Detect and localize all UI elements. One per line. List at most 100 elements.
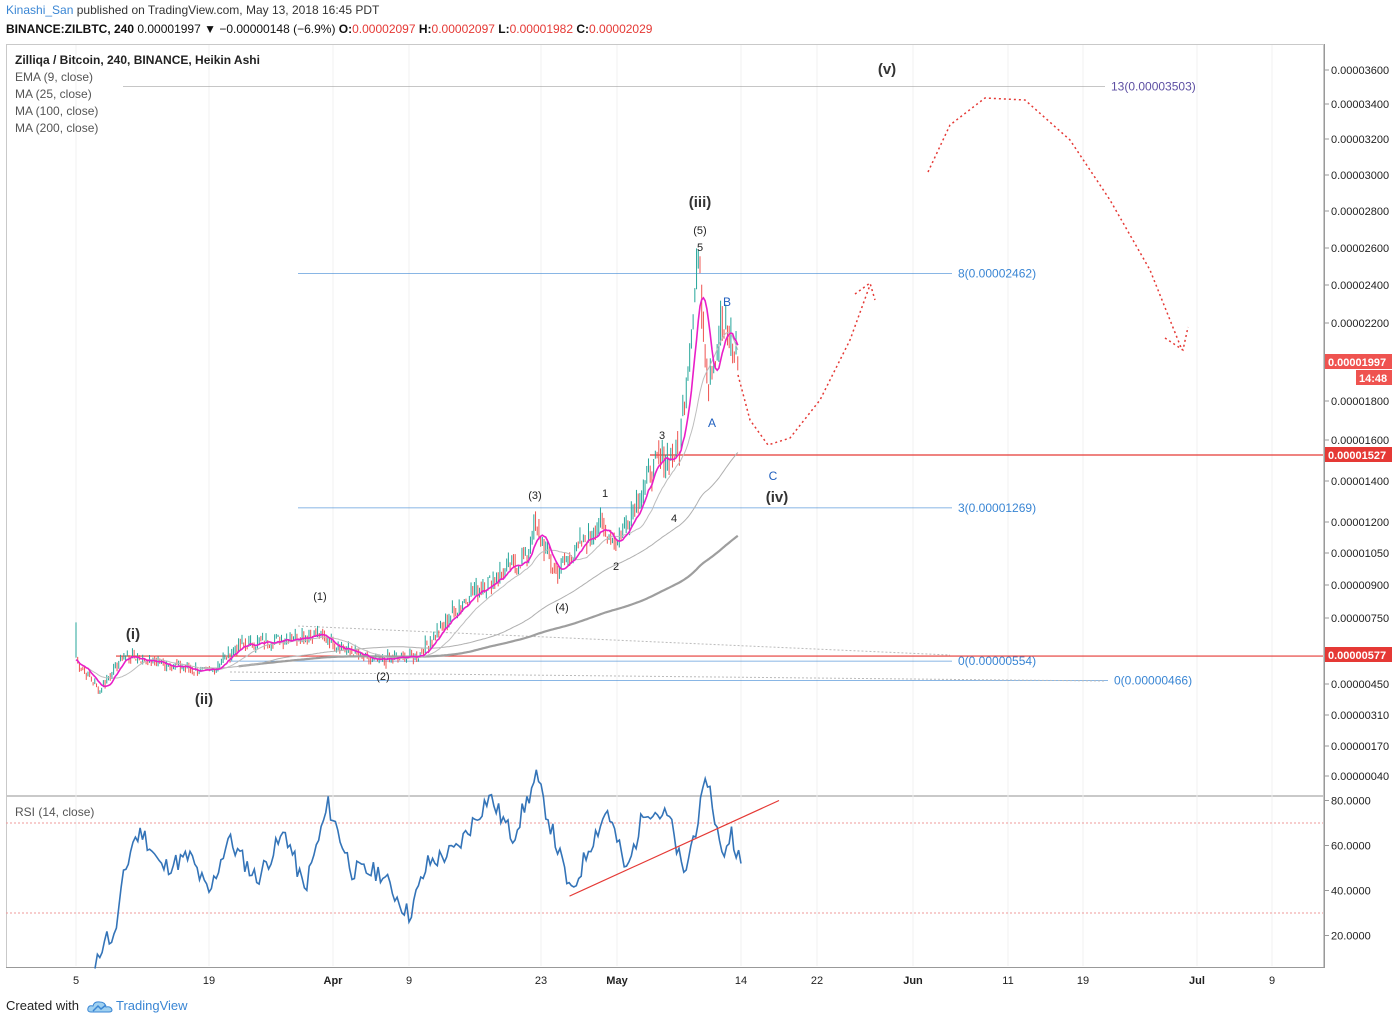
price-tick-label: 0.00001200: [1331, 517, 1389, 529]
rsi-legend[interactable]: RSI (14, close): [15, 805, 95, 819]
wave-label-C: C: [769, 469, 778, 483]
tradingview-brand[interactable]: TradingView: [116, 998, 188, 1013]
high-label: H:: [418, 22, 432, 36]
wave-label-ii: (ii): [195, 691, 213, 708]
low-value: 0.00001982: [509, 22, 574, 36]
open-label: O:: [338, 22, 353, 36]
high-value: 0.00002097: [431, 22, 495, 36]
rsi-line: [94, 769, 742, 969]
price-tick-label: 0.00001800: [1331, 396, 1389, 408]
projection-path-2: [927, 97, 1183, 351]
wave-label-v: (v): [878, 61, 896, 78]
wave-label-A: A: [708, 416, 716, 430]
footer: Created with TradingView: [6, 998, 188, 1014]
time-tick-label: 19: [1077, 975, 1089, 987]
wave-label-4: 4: [671, 513, 677, 525]
time-tick-label: 14: [735, 975, 747, 987]
wave-label-4m: (4): [555, 602, 568, 614]
fib-level-label: 13(0.00003503): [1111, 79, 1196, 93]
wave-label-3m: (3): [528, 490, 541, 502]
price-tag-time-bg: [1356, 370, 1392, 385]
rsi-tick-label: 40.0000: [1331, 886, 1371, 898]
projection-arrowhead-2: [1164, 326, 1189, 352]
price-tick-label: 0.00000170: [1331, 741, 1389, 753]
price-tick-label: 0.00003200: [1331, 134, 1389, 146]
fib-level-label: 8(0.00002462): [958, 267, 1036, 281]
symbol-header: BINANCE:ZILBTC, 240 0.00001997 ▼ −0.0000…: [6, 22, 652, 36]
fib-level-label: 0(0.00000554): [958, 654, 1036, 668]
time-tick-label: 9: [1269, 975, 1275, 987]
legend-ma200[interactable]: MA (200, close): [15, 121, 99, 135]
fib-level-label: 0(0.00000466): [1114, 673, 1192, 687]
wave-label-5m: (5): [693, 225, 706, 237]
time-tick-label: Jul: [1189, 975, 1205, 987]
author-link[interactable]: Kinashi_San: [6, 3, 74, 17]
wave-label-iii: (iii): [689, 194, 712, 211]
open-value: 0.00002097: [352, 22, 416, 36]
last-price: 0.00001997: [137, 22, 201, 36]
price-tick-label: 0.00000310: [1331, 710, 1389, 722]
tradingview-cloud-icon: [86, 1000, 113, 1013]
price-tick-label: 0.00003600: [1331, 65, 1389, 77]
price-tick-label: 0.00002600: [1331, 243, 1389, 255]
rsi-tick-label: 60.0000: [1331, 841, 1371, 853]
price-tick-label: 0.00000750: [1331, 613, 1389, 625]
close-label: C:: [576, 22, 590, 36]
created-with-text: Created with: [6, 998, 79, 1013]
price-tick-label: 0.00001050: [1331, 548, 1389, 560]
rsi-tick-label: 20.0000: [1331, 931, 1371, 943]
projection-path-1: [737, 284, 871, 446]
price-tick-label: 0.00001600: [1331, 435, 1389, 447]
wave-label-1: 1: [602, 488, 608, 500]
wave-label-5: 5: [697, 242, 703, 254]
publish-header: Kinashi_San published on TradingView.com…: [6, 3, 379, 17]
time-tick-label: 22: [811, 975, 823, 987]
price-tick-label: 0.00000900: [1331, 580, 1389, 592]
price-tick-label: 0.00002400: [1331, 280, 1389, 292]
legend-ma25[interactable]: MA (25, close): [15, 87, 92, 101]
time-axis-line: [6, 967, 1324, 968]
price-tick-label: 0.00000040: [1331, 771, 1389, 783]
time-tick-label: 23: [535, 975, 547, 987]
price-tick-label: 0.00000450: [1331, 679, 1389, 691]
fib-level-label: 3(0.00001269): [958, 501, 1036, 515]
rsi-tick-label: 80.0000: [1331, 796, 1371, 808]
wave-label-2m: (2): [376, 671, 389, 683]
channel-upper-dotted: [297, 625, 951, 656]
price-tag-label: 0.00001997: [1328, 357, 1386, 369]
price-tick-label: 0.00002800: [1331, 206, 1389, 218]
price-tag-label: 0.00001527: [1328, 450, 1386, 462]
legend-ma100[interactable]: MA (100, close): [15, 104, 99, 118]
legend-title: Zilliqa / Bitcoin, 240, BINANCE, Heikin …: [15, 53, 260, 67]
price-tick-label: 0.00002200: [1331, 318, 1389, 330]
time-tick-label: 5: [73, 975, 79, 987]
down-arrow-icon: ▼: [204, 22, 216, 36]
wave-label-B: B: [723, 295, 731, 309]
projection-arrowhead-1: [854, 281, 876, 301]
chart-legend: Zilliqa / Bitcoin, 240, BINANCE, Heikin …: [15, 52, 260, 137]
time-tick-label: Jun: [903, 975, 923, 987]
wave-label-3: 3: [659, 430, 665, 442]
price-tag-time: 14:48: [1359, 373, 1387, 385]
ma200-line: [238, 534, 739, 668]
publish-info: published on TradingView.com, May 13, 20…: [76, 3, 380, 17]
price-axis[interactable]: [1324, 44, 1395, 968]
price-tag-bg: [1325, 447, 1392, 462]
low-label: L:: [498, 22, 510, 36]
price-tag-bg: [1325, 647, 1392, 662]
ma100-line: [200, 452, 739, 669]
wave-label-2: 2: [613, 561, 619, 573]
price-tag-bg: [1325, 354, 1392, 369]
price-tick-label: 0.00003000: [1331, 170, 1389, 182]
time-tick-label: 11: [1002, 975, 1013, 987]
ema9-line: [75, 296, 739, 688]
price-pane[interactable]: [6, 44, 1324, 796]
symbol-name[interactable]: BINANCE:ZILBTC, 240: [6, 22, 135, 36]
time-tick-label: Apr: [324, 975, 344, 987]
wave-label-i: (i): [126, 626, 140, 643]
legend-ema9[interactable]: EMA (9, close): [15, 70, 94, 84]
channel-lower-dotted: [229, 671, 1106, 682]
price-change: −0.00000148 (−6.9%): [219, 22, 336, 36]
time-tick-label: 19: [203, 975, 215, 987]
